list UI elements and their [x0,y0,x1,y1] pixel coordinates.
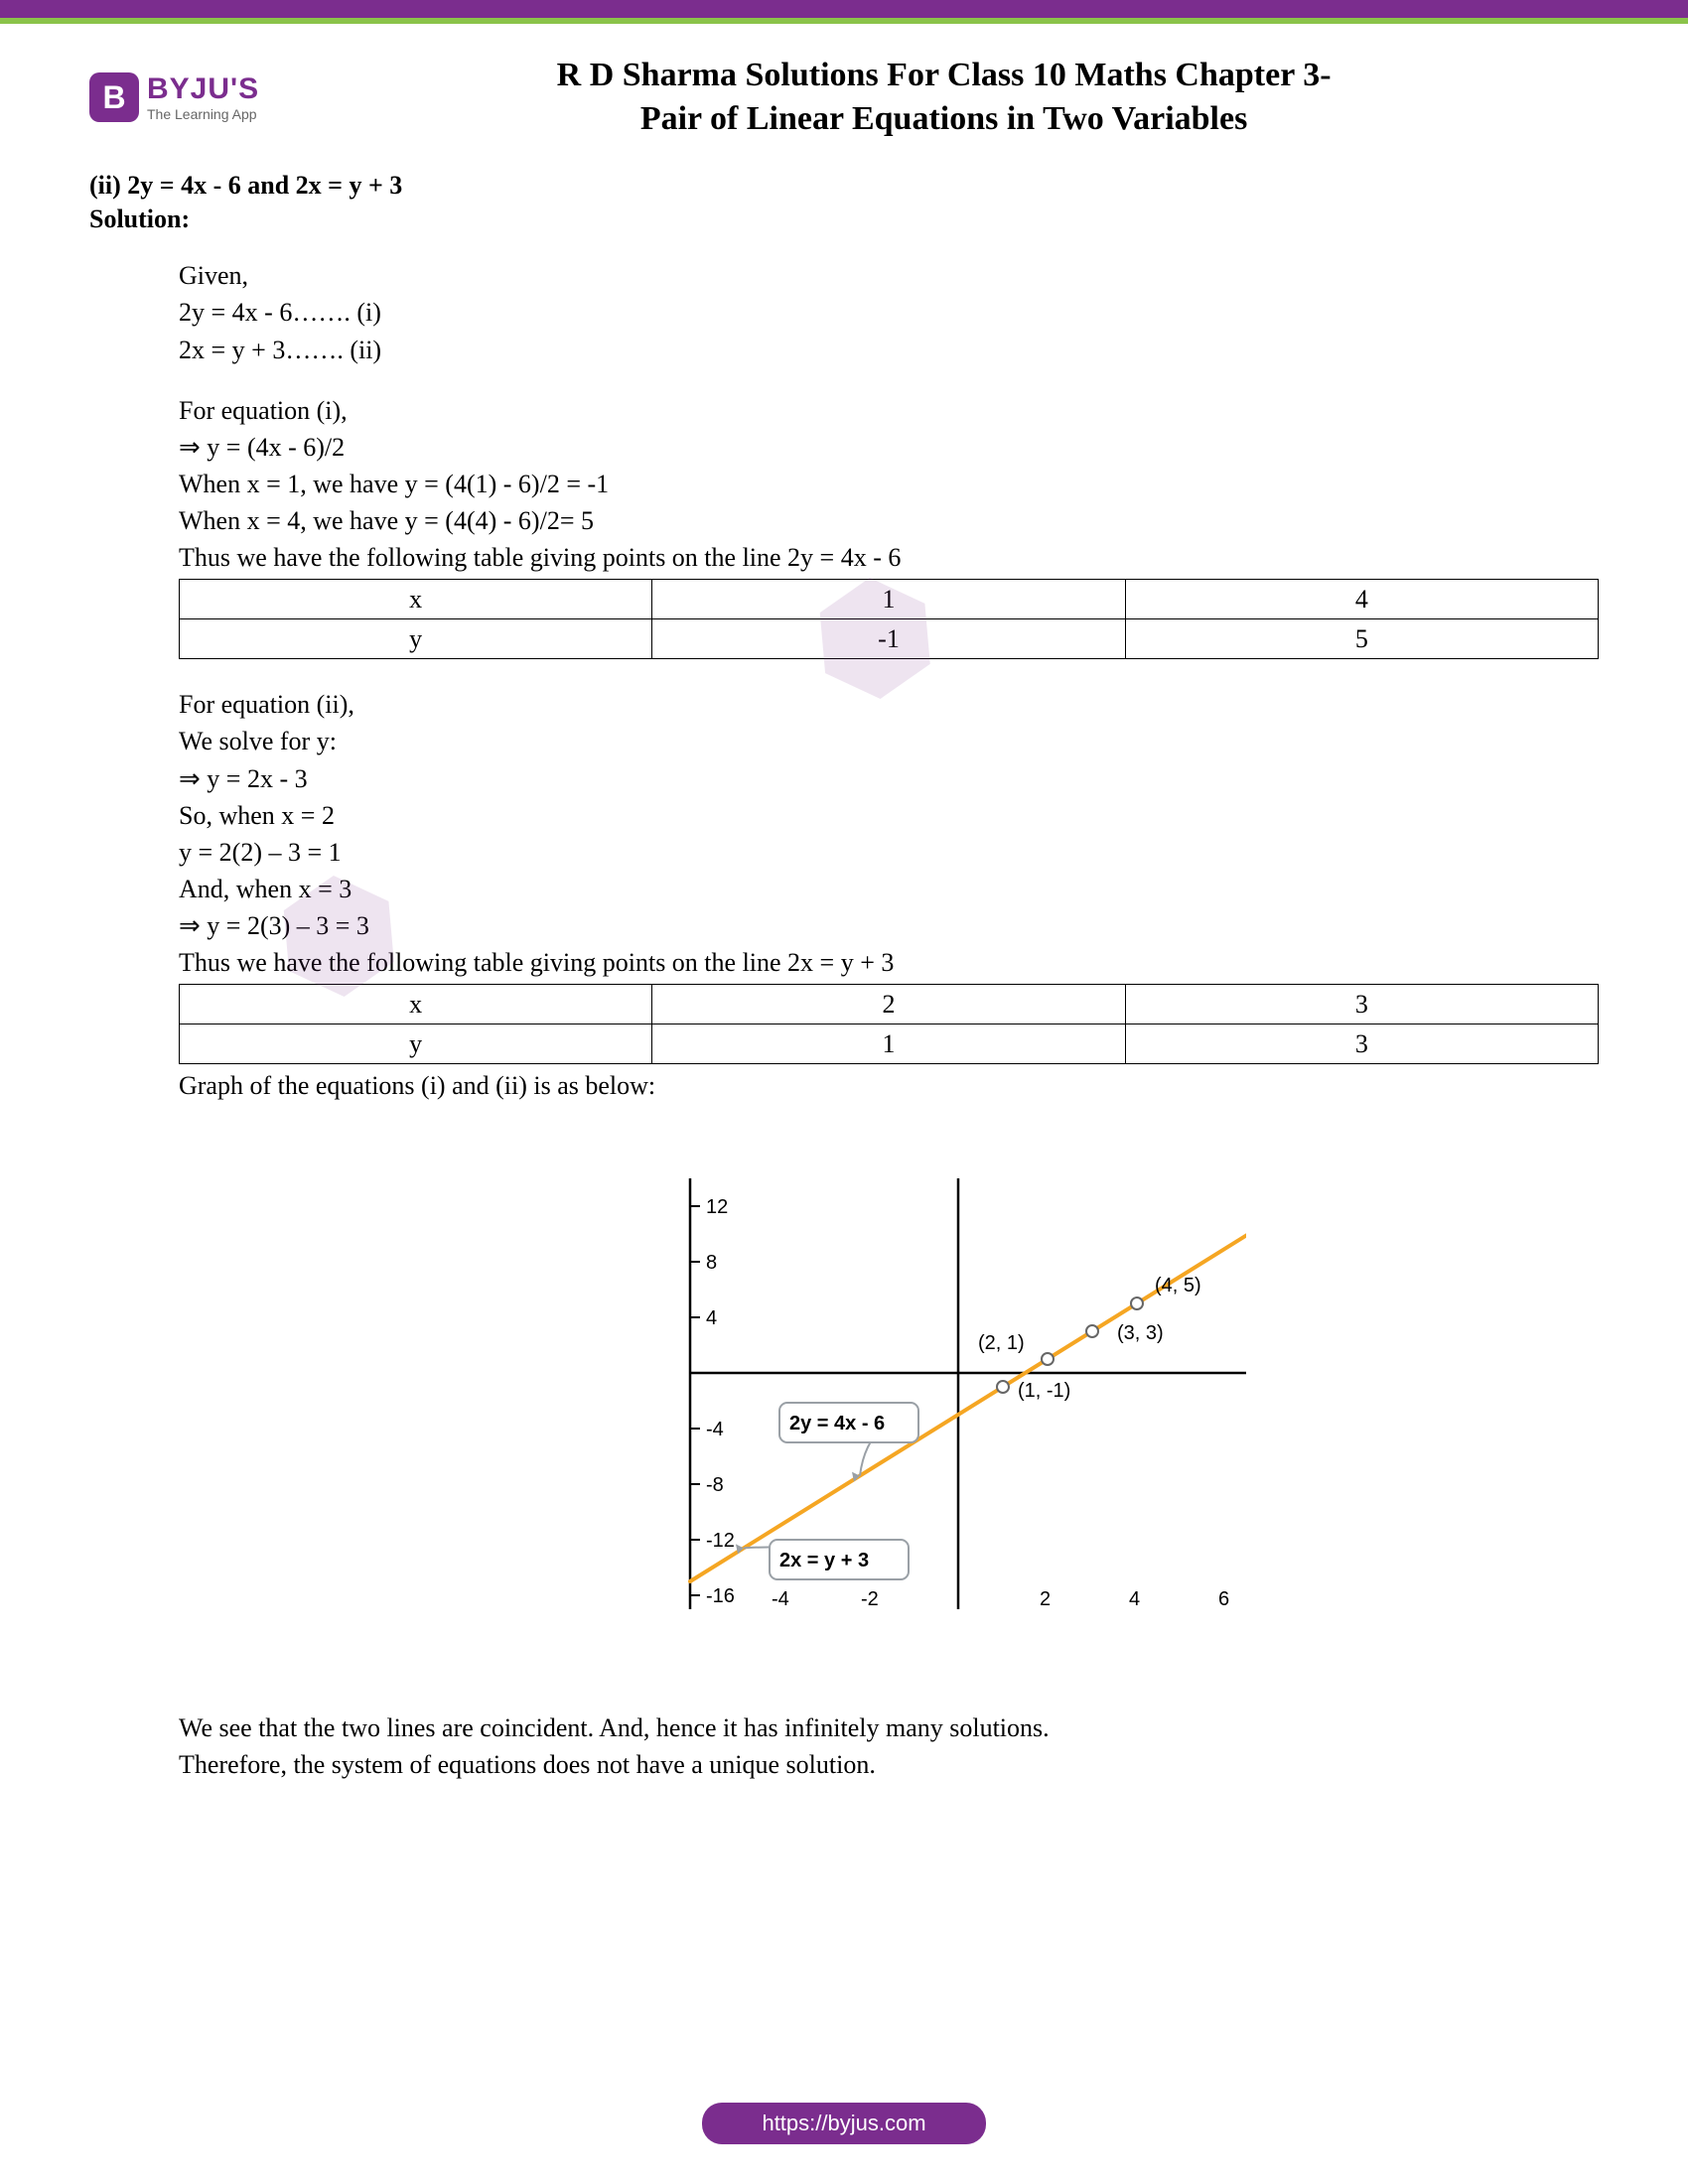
table-cell: -1 [652,619,1125,659]
svg-text:12: 12 [706,1196,728,1218]
svg-text:-12: -12 [706,1530,735,1552]
question-heading: (ii) 2y = 4x - 6 and 2x = y + 3 [89,171,1599,201]
table-cell: y [180,1024,652,1064]
solution-body: Given, 2y = 4x - 6……. (i) 2x = y + 3……. … [89,258,1599,1782]
table-cell: 4 [1125,580,1598,619]
svg-text:(2, 1): (2, 1) [978,1332,1025,1354]
svg-text:-4: -4 [772,1588,789,1610]
page-header: B BYJU'S The Learning App R D Sharma Sol… [0,24,1688,161]
text-line: When x = 4, we have y = (4(4) - 6)/2= 5 [179,503,1599,538]
svg-text:(1, -1): (1, -1) [1018,1380,1070,1402]
content: (ii) 2y = 4x - 6 and 2x = y + 3 Solution… [0,161,1688,1824]
svg-text:2x = y + 3: 2x = y + 3 [779,1550,869,1571]
table-row: x 1 4 [180,580,1599,619]
svg-text:-2: -2 [861,1588,879,1610]
conclusion-line: Therefore, the system of equations does … [179,1747,1599,1782]
graph-chart: 12 8 4 -4 -8 -12 -16 -4 -2 2 4 6 (4, 5) (3, 3) (2, 1) (… [531,1125,1246,1681]
svg-text:4: 4 [1129,1588,1140,1610]
table-row: x 2 3 [180,985,1599,1024]
text-line: ⇒ y = 2(3) – 3 = 3 [179,908,1599,943]
table-cell: 3 [1125,985,1598,1024]
table-1: x 1 4 y -1 5 [179,579,1599,659]
table-cell: x [180,985,652,1024]
svg-text:-4: -4 [706,1419,724,1440]
title-line-1: R D Sharma Solutions For Class 10 Maths … [289,54,1599,97]
table-cell: 1 [652,580,1125,619]
table-cell: 3 [1125,1024,1598,1064]
svg-text:8: 8 [706,1252,717,1274]
graph-container: 12 8 4 -4 -8 -12 -16 -4 -2 2 4 6 (4, 5) (3, 3) (2, 1) (… [179,1105,1599,1710]
text-line: 2x = y + 3……. (ii) [179,333,1599,367]
table-cell: 5 [1125,619,1598,659]
text-line: y = 2(2) – 3 = 1 [179,835,1599,870]
text-line: Thus we have the following table giving … [179,945,1599,980]
logo: B BYJU'S The Learning App [89,72,259,122]
table-row: y 1 3 [180,1024,1599,1064]
svg-text:-16: -16 [706,1585,735,1607]
table-cell: x [180,580,652,619]
svg-text:6: 6 [1218,1588,1229,1610]
text-line: For equation (i), [179,393,1599,428]
svg-text:4: 4 [706,1307,717,1329]
svg-text:-8: -8 [706,1474,724,1496]
title-line-2: Pair of Linear Equations in Two Variable… [289,97,1599,141]
table-2: x 2 3 y 1 3 [179,984,1599,1064]
table-cell: 1 [652,1024,1125,1064]
text-line: ⇒ y = 2x - 3 [179,761,1599,796]
text-line: Thus we have the following table giving … [179,540,1599,575]
text-line: We solve for y: [179,724,1599,758]
table-cell: y [180,619,652,659]
text-line: So, when x = 2 [179,798,1599,833]
text-line: When x = 1, we have y = (4(1) - 6)/2 = -… [179,467,1599,501]
text-line: For equation (ii), [179,687,1599,722]
svg-text:(3, 3): (3, 3) [1117,1322,1164,1344]
text-line: ⇒ y = (4x - 6)/2 [179,430,1599,465]
table-row: y -1 5 [180,619,1599,659]
text-line: Given, [179,258,1599,293]
svg-text:(4, 5): (4, 5) [1155,1275,1201,1297]
conclusion-line: We see that the two lines are coincident… [179,1710,1599,1745]
logo-brand: BYJU'S [147,72,259,106]
text-line: 2y = 4x - 6……. (i) [179,295,1599,330]
logo-tagline: The Learning App [147,106,259,122]
page-title: R D Sharma Solutions For Class 10 Maths … [259,54,1599,141]
svg-text:2: 2 [1040,1588,1051,1610]
svg-text:2y = 4x - 6: 2y = 4x - 6 [789,1413,885,1434]
graph-intro: Graph of the equations (i) and (ii) is a… [179,1068,1599,1103]
table-cell: 2 [652,985,1125,1024]
text-line: And, when x = 3 [179,872,1599,906]
top-bar [0,0,1688,18]
footer: https://byjus.com [0,2103,1688,2144]
solution-label: Solution: [89,205,1599,234]
footer-url[interactable]: https://byjus.com [702,2103,985,2144]
logo-mark: B [89,72,139,122]
